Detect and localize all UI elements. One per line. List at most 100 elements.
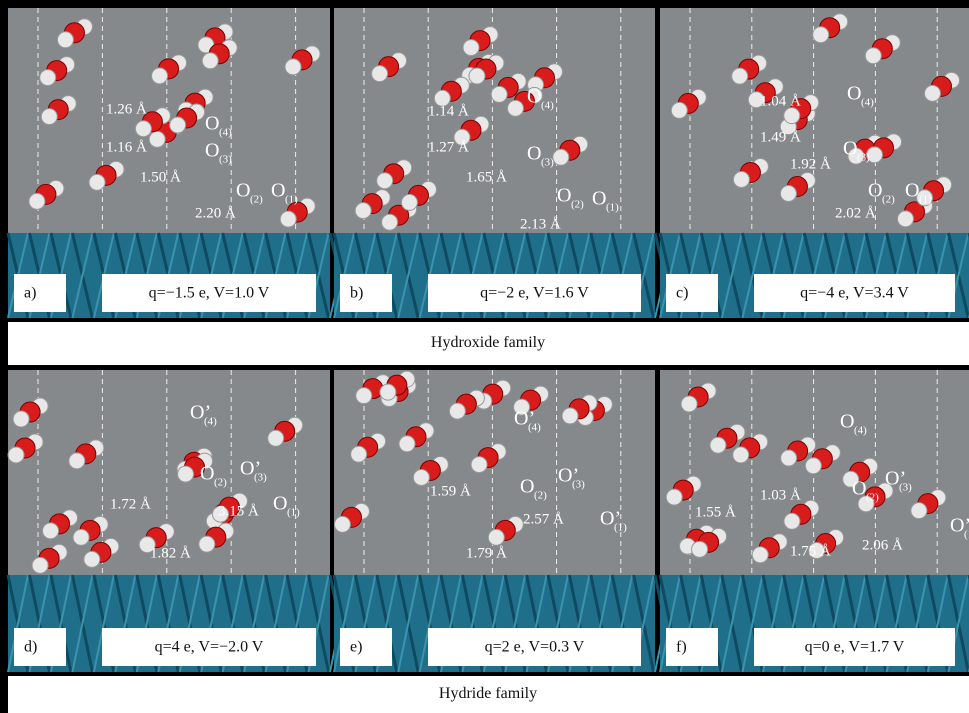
- atom-index: (4): [204, 416, 217, 428]
- hydrogen-atom: [372, 66, 388, 82]
- hydrogen-atom: [752, 547, 768, 563]
- hydrogen-atom: [351, 446, 367, 462]
- hydrogen-atom: [355, 203, 371, 219]
- hydrogen-atom: [268, 430, 284, 446]
- panel-label: a): [24, 285, 36, 302]
- hydrogen-atom: [780, 185, 796, 201]
- panel-label-box: [14, 628, 66, 666]
- hydrogen-atom: [399, 436, 415, 452]
- bond-distance: 1.49 Å: [760, 129, 801, 145]
- bond-distance: 1.65 Å: [466, 169, 507, 185]
- hydrogen-atom: [73, 529, 89, 545]
- panel-caption: q=−1.5 e, V=1.0 V: [149, 285, 270, 302]
- hydrogen-atom: [401, 194, 417, 210]
- hydrogen-atom: [553, 149, 569, 165]
- bond-distance: 3.15 Å: [218, 503, 259, 519]
- hydrogen-atom: [924, 85, 940, 101]
- panel-caption: q=2 e, V=0.3 V: [485, 639, 585, 656]
- atom-index: (1): [606, 202, 619, 214]
- bond-distance: 1.26 Å: [106, 101, 147, 117]
- hydrogen-atom: [32, 557, 48, 573]
- bond-distance: 2.20 Å: [195, 205, 236, 221]
- panel-label-box: [340, 628, 392, 666]
- family-title: Hydroxide family: [431, 334, 545, 351]
- atom-index: (2): [571, 199, 584, 211]
- hydrogen-atom: [69, 453, 85, 469]
- hydrogen-atom: [29, 193, 45, 209]
- atom-index: (3): [254, 472, 267, 484]
- hydrogen-atom: [199, 536, 215, 552]
- atom-label: O: [852, 478, 866, 500]
- atom-label: O: [557, 185, 571, 207]
- atom-index: (4): [219, 127, 232, 139]
- atom-label: O: [205, 113, 219, 135]
- hydrogen-atom: [469, 68, 485, 84]
- panel-label: e): [350, 639, 362, 656]
- atom-label: O: [592, 188, 606, 210]
- hydrogen-atom: [805, 458, 821, 474]
- bond-distance: 2.02 Å: [835, 205, 876, 221]
- hydrogen-atom: [377, 173, 393, 189]
- hydrogen-atom: [356, 388, 372, 404]
- hydrogen-atom: [8, 447, 24, 463]
- hydrogen-atom: [911, 503, 927, 519]
- atom-label: O: [236, 180, 250, 202]
- family-title: Hydride family: [439, 685, 537, 702]
- atom-index: (2): [534, 490, 547, 502]
- hydrogen-atom: [41, 109, 57, 125]
- panel-label-box: [666, 274, 718, 312]
- hydrogen-atom: [285, 59, 301, 75]
- atom-label: O: [200, 463, 214, 485]
- atom-index: (1): [964, 529, 969, 541]
- atom-index: (2): [250, 194, 263, 206]
- atom-index: (2): [882, 194, 895, 206]
- hydrogen-atom: [784, 108, 800, 124]
- hydrogen-atom: [40, 70, 56, 86]
- atom-label: O: [271, 180, 285, 202]
- atom-index: (3): [899, 482, 912, 494]
- atom-index: (1): [285, 194, 298, 206]
- panel-label-box: [340, 274, 392, 312]
- atom-index: (3): [541, 157, 554, 169]
- hydrogen-atom: [781, 450, 797, 466]
- panel-label-box: [14, 274, 66, 312]
- hydrogen-atom: [84, 551, 100, 567]
- atom-label: O: [840, 411, 854, 433]
- atom-index: (3): [857, 152, 870, 164]
- atom-index: (4): [541, 100, 554, 112]
- hydrogen-atom: [43, 523, 59, 539]
- hydrogen-atom: [380, 384, 396, 400]
- hydrogen-atom: [488, 529, 504, 545]
- bond-distance: 1.03 Å: [760, 487, 801, 503]
- hydrogen-atom: [202, 53, 218, 69]
- panel: 1.59 Å2.57 Å1.79 ÅO’(4)O(2)O’(3)O’(1)e)q…: [334, 370, 675, 672]
- atom-index: (2): [866, 492, 879, 504]
- panel-caption: q=−2 e, V=1.6 V: [480, 285, 589, 302]
- hydrogen-atom: [491, 86, 507, 102]
- hydrogen-atom: [784, 513, 800, 529]
- panel-label: b): [350, 285, 363, 302]
- panel: 1.14 Å1.27 Å1.65 Å2.13 ÅO(4)O(3)O(2)O(1)…: [334, 8, 675, 318]
- panel-label: f): [676, 639, 687, 656]
- hydrogen-atom: [507, 100, 523, 116]
- hydrogen-atom: [382, 214, 398, 230]
- bond-distance: 2.57 Å: [523, 511, 564, 527]
- hydrogen-atom: [334, 516, 350, 532]
- atom-index: (4): [854, 425, 867, 437]
- bond-distance: 1.16 Å: [106, 139, 147, 155]
- atom-label: O: [527, 86, 541, 108]
- panel: 1.26 Å1.16 Å1.50 Å2.20 ÅO(4)O(3)O(2)O(1)…: [8, 8, 350, 318]
- atom-label: O: [520, 476, 534, 498]
- hydrogen-atom: [13, 411, 29, 427]
- panel-caption: q=−4 e, V=3.4 V: [800, 285, 909, 302]
- bond-distance: 1.59 Å: [430, 483, 471, 499]
- hydrogen-atom: [413, 469, 429, 485]
- atom-index: (1): [919, 194, 932, 206]
- atom-index: (1): [614, 522, 627, 534]
- hydrogen-atom: [471, 457, 487, 473]
- hydrogen-atom: [733, 171, 749, 187]
- bond-distance: 1.79 Å: [466, 545, 507, 561]
- atom-label: O: [905, 180, 919, 202]
- atom-label: O: [527, 143, 541, 165]
